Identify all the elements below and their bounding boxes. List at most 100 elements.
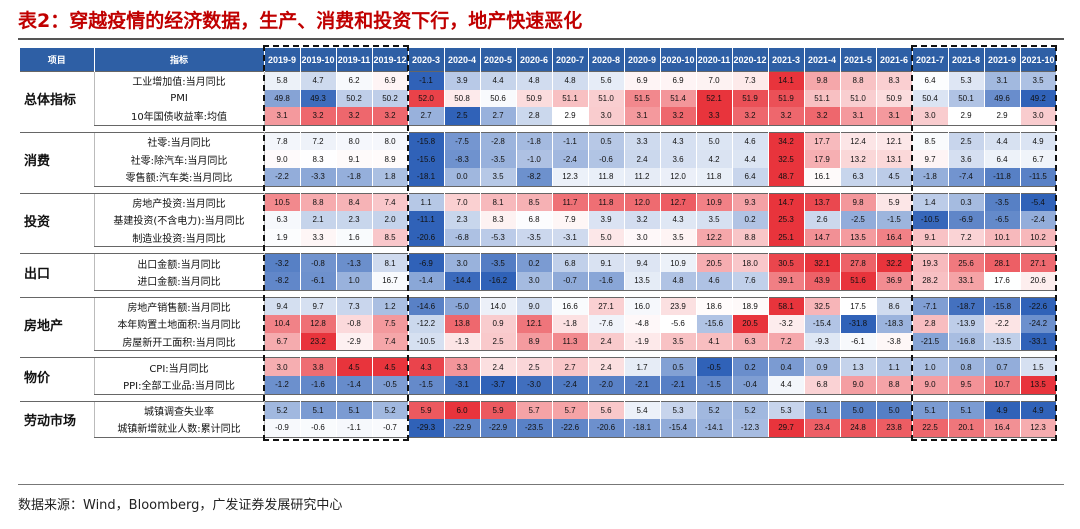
value-cell: 4.7 bbox=[300, 70, 337, 90]
value-cell: 13.5 bbox=[624, 271, 661, 291]
value-cell: 6.9 bbox=[372, 70, 409, 90]
value-cell: -0.6 bbox=[300, 419, 337, 438]
value-cell: 12.8 bbox=[300, 315, 337, 333]
value-cell: 0.0 bbox=[444, 167, 481, 187]
value-cell: -1.4 bbox=[408, 271, 445, 291]
value-cell: 17.6 bbox=[984, 271, 1021, 291]
value-cell: -3.1 bbox=[552, 228, 589, 248]
value-cell: -33.1 bbox=[1020, 332, 1057, 352]
value-cell: 5.0 bbox=[696, 131, 733, 151]
category-label: 出口 bbox=[20, 253, 94, 291]
value-cell: 51.0 bbox=[840, 89, 877, 108]
value-cell: 2.3 bbox=[336, 211, 373, 229]
table-row: 制造业投资:当月同比 1.9 3.3 1.6 8.5 -20.6 -6.8 -5.3 -3.5-… bbox=[20, 228, 1057, 248]
value-cell: 2.4 bbox=[588, 332, 625, 352]
value-cell: 0.4 bbox=[768, 357, 805, 376]
category-label: 投资 bbox=[20, 192, 94, 247]
value-cell: -0.8 bbox=[300, 253, 337, 272]
value-cell: 27.8 bbox=[840, 253, 877, 272]
value-cell: 51.0 bbox=[588, 89, 625, 108]
value-cell: 50.2 bbox=[372, 89, 409, 108]
indicator-label: 本年购置土地面积:当月同比 bbox=[93, 315, 265, 333]
value-cell: -18.3 bbox=[876, 315, 913, 333]
value-cell: -3.5 bbox=[984, 192, 1021, 212]
value-cell: 4.3 bbox=[660, 211, 697, 229]
value-cell: 7.2 bbox=[300, 131, 337, 151]
header-row: 项目 指标 2019-9 2019-10 2019-11 2019-12 2020-3 2… bbox=[20, 48, 1057, 72]
value-cell: -1.5 bbox=[408, 375, 445, 395]
value-cell: 50.4 bbox=[912, 89, 949, 108]
group-spacer bbox=[20, 350, 1056, 358]
value-cell: 8.0 bbox=[336, 131, 373, 151]
value-cell: 13.1 bbox=[876, 150, 913, 168]
value-cell: 6.2 bbox=[336, 70, 373, 90]
value-cell: 12.3 bbox=[552, 167, 589, 187]
value-cell: 51.9 bbox=[768, 89, 805, 108]
value-cell: -24.2 bbox=[1020, 315, 1057, 333]
value-cell: 13.5 bbox=[1020, 375, 1057, 395]
table-row: 零售额:汽车类:当月同比 -2.2 -3.3 -1.8 1.8 -18.1 0.0 3.5 -8… bbox=[20, 167, 1057, 187]
value-cell: 3.2 bbox=[660, 107, 697, 126]
value-cell: -7.5 bbox=[444, 131, 481, 151]
value-cell: -15.4 bbox=[660, 419, 697, 438]
value-cell: -11.8 bbox=[984, 167, 1021, 187]
value-cell: 3.3 bbox=[444, 357, 481, 376]
value-cell: -3.0 bbox=[516, 375, 553, 395]
value-cell: 7.3 bbox=[732, 70, 769, 90]
value-cell: -3.5 bbox=[480, 253, 517, 272]
value-cell: -16.8 bbox=[948, 332, 985, 352]
value-cell: 32.2 bbox=[876, 253, 913, 272]
value-cell: 50.1 bbox=[948, 89, 985, 108]
value-cell: -14.1 bbox=[696, 419, 733, 438]
value-cell: 2.4 bbox=[588, 357, 625, 376]
value-cell: 8.9 bbox=[372, 150, 409, 168]
value-cell: 8.1 bbox=[372, 253, 409, 272]
value-cell: -3.3 bbox=[300, 167, 337, 187]
value-cell: 19.3 bbox=[912, 253, 949, 272]
value-cell: 7.5 bbox=[372, 315, 409, 333]
value-cell: 4.1 bbox=[696, 332, 733, 352]
value-cell: 3.2 bbox=[336, 107, 373, 126]
value-cell: 2.5 bbox=[480, 332, 517, 352]
value-cell: -1.8 bbox=[552, 315, 589, 333]
value-cell: 5.9 bbox=[480, 400, 517, 420]
indicator-label: 房屋新开工面积:当月同比 bbox=[93, 332, 265, 352]
value-cell: 16.4 bbox=[984, 419, 1021, 438]
value-cell: 3.1 bbox=[264, 107, 301, 126]
value-cell: 50.8 bbox=[444, 89, 481, 108]
value-cell: 9.8 bbox=[804, 70, 841, 90]
header-period: 2021-7 bbox=[912, 48, 949, 72]
value-cell: 3.0 bbox=[1020, 107, 1057, 126]
value-cell: -6.8 bbox=[444, 228, 481, 248]
value-cell: 28.1 bbox=[984, 253, 1021, 272]
value-cell: 9.0 bbox=[840, 375, 877, 395]
value-cell: -16.2 bbox=[480, 271, 517, 291]
value-cell: -2.2 bbox=[984, 315, 1021, 333]
value-cell: 5.1 bbox=[300, 400, 337, 420]
value-cell: 8.5 bbox=[516, 192, 553, 212]
value-cell: 5.1 bbox=[912, 400, 949, 420]
value-cell: 16.7 bbox=[372, 271, 409, 291]
value-cell: 6.4 bbox=[732, 167, 769, 187]
value-cell: -1.8 bbox=[912, 167, 949, 187]
value-cell: -6.1 bbox=[840, 332, 877, 352]
value-cell: 17.7 bbox=[804, 131, 841, 151]
value-cell: 7.3 bbox=[336, 296, 373, 316]
header-period: 2021-10 bbox=[1020, 48, 1057, 72]
value-cell: -3.2 bbox=[264, 253, 301, 272]
indicator-label: PPI:全部工业品:当月同比 bbox=[93, 375, 265, 395]
value-cell: 6.9 bbox=[660, 70, 697, 90]
value-cell: -3.5 bbox=[516, 228, 553, 248]
value-cell: 4.6 bbox=[696, 271, 733, 291]
value-cell: -22.6 bbox=[552, 419, 589, 438]
value-cell: 6.0 bbox=[444, 400, 481, 420]
value-cell: 10.9 bbox=[696, 192, 733, 212]
table-row: 出口 出口金额:当月同比 -3.2 -0.8 -1.3 8.1 -6.9 3.0 -3.5 0.2… bbox=[20, 253, 1057, 291]
value-cell: 6.3 bbox=[264, 211, 301, 229]
value-cell: 1.3 bbox=[840, 357, 877, 376]
value-cell: 2.5 bbox=[516, 357, 553, 376]
value-cell: 6.4 bbox=[912, 70, 949, 90]
value-cell: 5.1 bbox=[804, 400, 841, 420]
value-cell: -1.6 bbox=[588, 271, 625, 291]
value-cell: 5.0 bbox=[876, 400, 913, 420]
